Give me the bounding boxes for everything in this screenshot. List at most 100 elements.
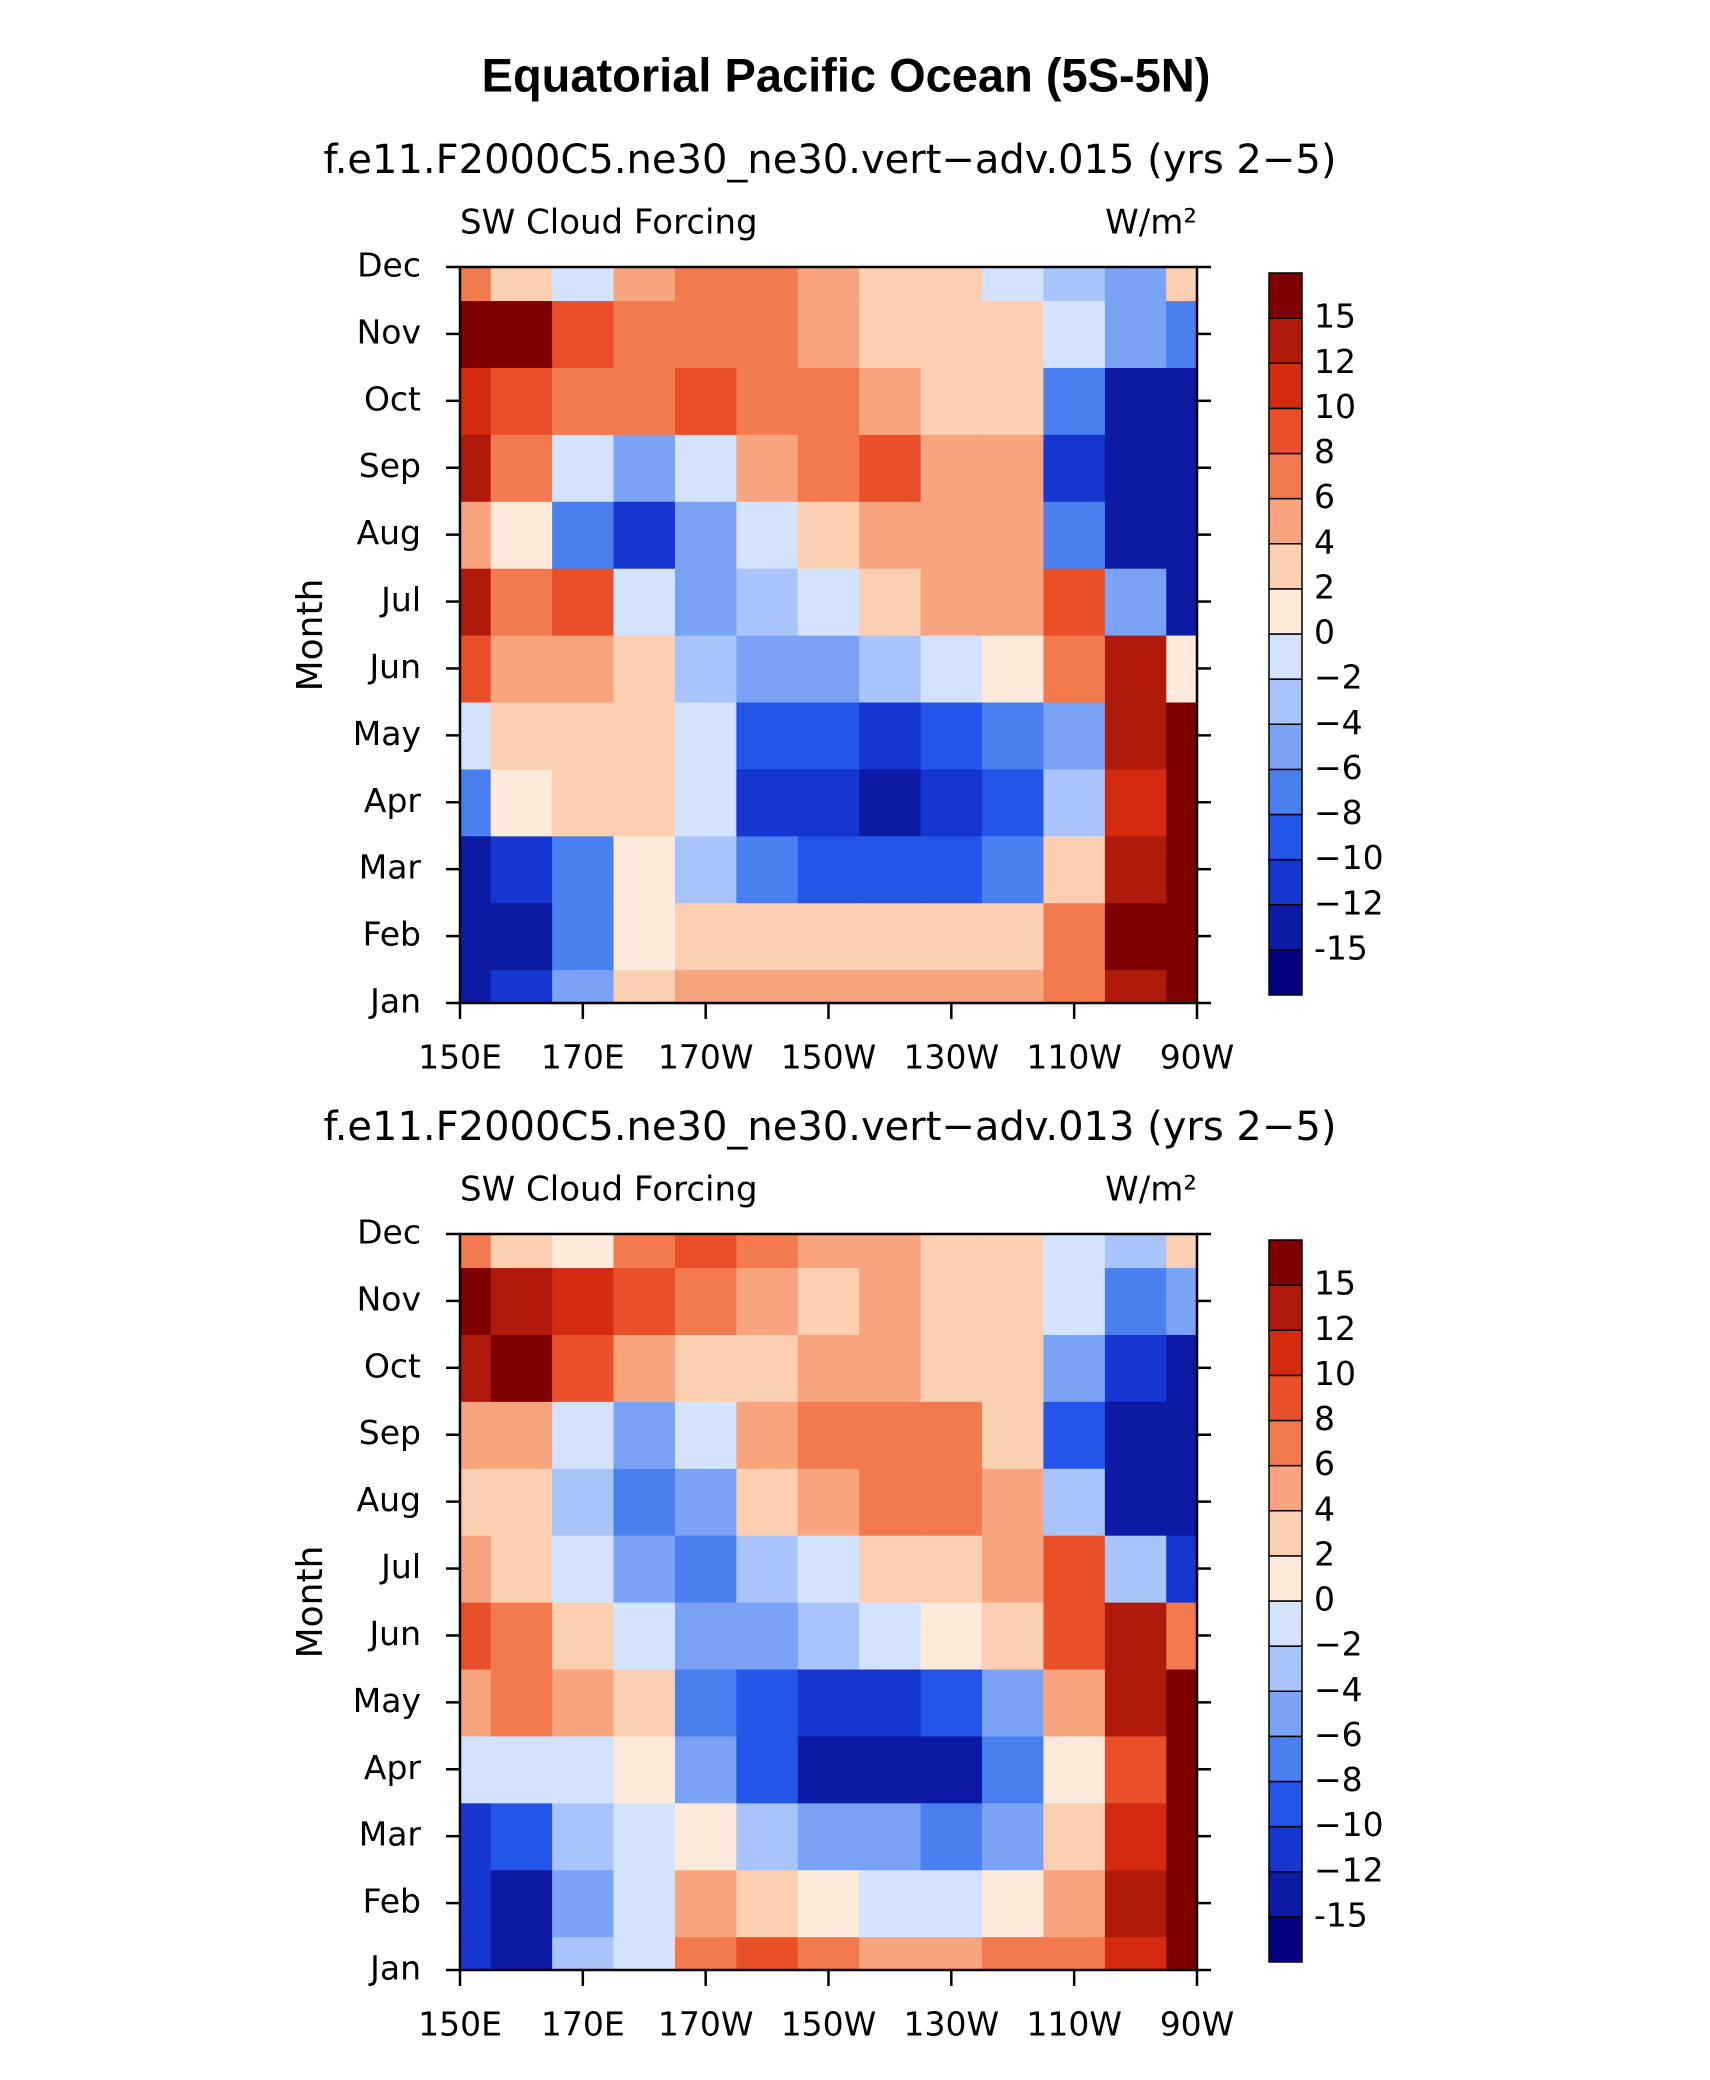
field-cell <box>552 1334 615 1402</box>
field-cell <box>613 1936 676 1971</box>
colorbar-label: 15 <box>1314 297 1356 336</box>
colorbar-label: -15 <box>1314 928 1368 967</box>
colorbar-box <box>1268 272 1303 319</box>
field-cell <box>552 1668 615 1737</box>
field-cell <box>736 267 799 302</box>
field-cell <box>1043 635 1106 703</box>
field-cell <box>460 501 492 569</box>
field-cell <box>797 902 860 971</box>
colorbar-box <box>1268 1871 1303 1918</box>
field-cell <box>797 1334 860 1402</box>
field-cell <box>674 902 737 971</box>
field-cell <box>1043 1735 1106 1804</box>
panel-title: f.e11.F2000C5.ne30_ne30.vert−adv.015 (yr… <box>324 137 1337 183</box>
field-cell <box>613 635 676 703</box>
field-cell <box>920 1468 983 1536</box>
field-cell <box>920 635 983 703</box>
field-cell <box>552 1535 615 1603</box>
field-cell <box>859 1401 922 1469</box>
y-tick-label: Sep <box>359 1413 421 1452</box>
field-cell <box>736 902 799 971</box>
colorbar-box <box>1268 1690 1303 1738</box>
colorbar-label: 2 <box>1314 1534 1335 1573</box>
field-cell <box>613 1668 676 1737</box>
colorbar-box <box>1268 1916 1303 1963</box>
field-cell <box>1166 267 1198 302</box>
field-cell <box>736 1668 799 1737</box>
field-cell <box>982 1334 1045 1402</box>
field-cell <box>1104 434 1167 502</box>
y-tick-label: Jan <box>368 982 421 1021</box>
field-cell <box>859 835 922 904</box>
field-cell <box>736 1267 799 1335</box>
field-cell <box>490 267 553 302</box>
colorbar-box <box>1268 1780 1303 1828</box>
field-cell <box>982 367 1045 435</box>
colorbar-label: −10 <box>1314 1805 1384 1844</box>
field-cell <box>490 902 553 971</box>
field-cell <box>1104 902 1167 971</box>
field-cell <box>613 1535 676 1603</box>
field-cell <box>1043 1334 1106 1402</box>
colorbar-label: −8 <box>1314 1760 1363 1799</box>
field-cell <box>1166 367 1198 435</box>
field-cell <box>490 1535 553 1603</box>
field-cell <box>1104 1468 1167 1536</box>
field-cell <box>674 1869 737 1938</box>
field-cell <box>1166 1267 1198 1335</box>
field-cell <box>460 1267 492 1335</box>
x-tick-label: 170W <box>658 2005 754 2044</box>
x-tick-label: 110W <box>1026 1038 1122 1077</box>
field-cell <box>490 768 553 837</box>
field-cell <box>460 267 492 302</box>
colorbar-label: −8 <box>1314 793 1363 832</box>
field-cell <box>1043 501 1106 569</box>
field-cell <box>1166 835 1198 904</box>
left-label: SW Cloud Forcing <box>460 1170 758 1210</box>
field-cell <box>552 568 615 636</box>
field-cell <box>552 434 615 502</box>
field-cell <box>490 1668 553 1737</box>
field-cell <box>460 969 492 1004</box>
field-cell <box>736 1535 799 1603</box>
field-cell <box>982 1668 1045 1737</box>
field-cell <box>797 267 860 302</box>
field-cell <box>1166 1668 1198 1737</box>
field-cell <box>552 1602 615 1670</box>
field-cell <box>490 300 553 368</box>
field-cell <box>797 1869 860 1938</box>
field-cell <box>460 1334 492 1402</box>
colorbar-box <box>1268 1374 1303 1422</box>
field-cell <box>552 300 615 368</box>
field-cell <box>613 501 676 569</box>
field-cell <box>460 1668 492 1737</box>
field-cell <box>1104 1936 1167 1971</box>
colorbar-box <box>1268 588 1303 635</box>
field-cell <box>490 1869 553 1938</box>
field-cell <box>1043 1234 1106 1269</box>
y-axis-label: Month <box>290 1546 331 1659</box>
colorbar-box <box>1268 362 1303 410</box>
x-tick-label: 170E <box>541 2005 625 2044</box>
y-tick-label: Oct <box>364 379 421 418</box>
field-cell <box>982 969 1045 1004</box>
field-cell <box>982 1735 1045 1804</box>
y-tick-label: Mar <box>359 848 422 887</box>
field-cell <box>460 902 492 971</box>
colorbar-label: −2 <box>1314 1625 1363 1664</box>
field-cell <box>920 1936 983 1971</box>
field-cell <box>1166 969 1198 1004</box>
colorbar-box <box>1268 1510 1303 1557</box>
x-tick-label: 130W <box>904 1038 1000 1077</box>
field-cell <box>982 1468 1045 1536</box>
colorbar-box <box>1268 1419 1303 1467</box>
field-cell <box>460 300 492 368</box>
field-cell <box>797 1936 860 1971</box>
y-tick-label: Mar <box>359 1815 422 1854</box>
field-cell <box>736 1936 799 1971</box>
field-cell <box>982 501 1045 569</box>
field-cell <box>736 969 799 1004</box>
field-cell <box>920 1802 983 1871</box>
colorbar-box <box>1268 633 1303 680</box>
field-cell <box>1166 701 1198 770</box>
